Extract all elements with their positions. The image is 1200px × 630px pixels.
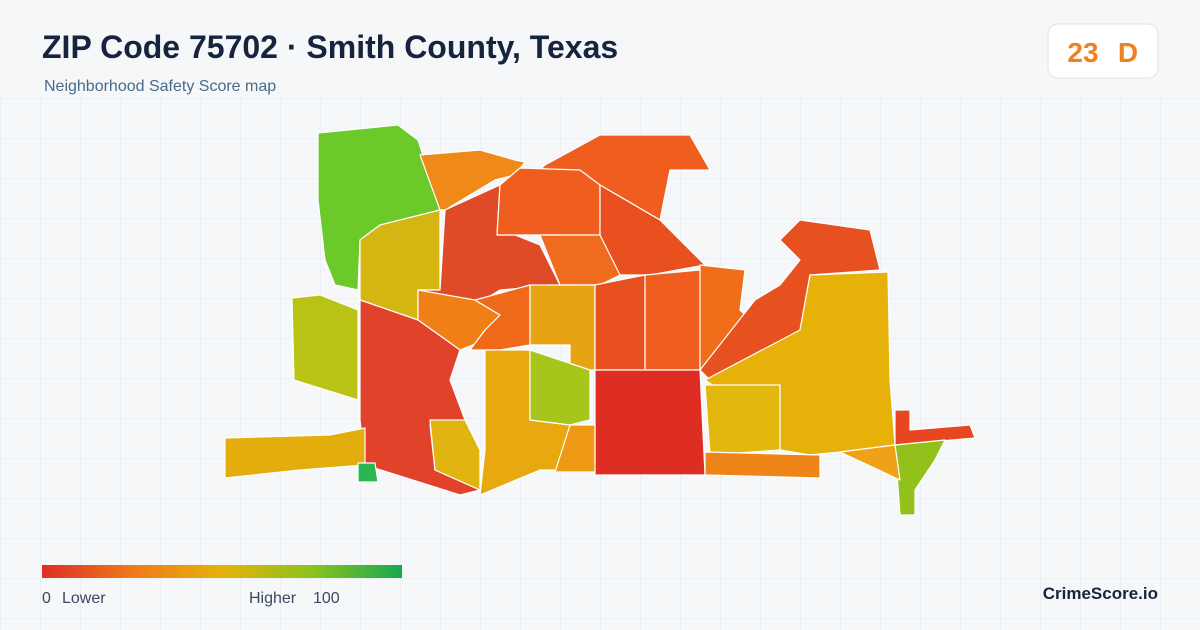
legend-max: 100 — [313, 590, 340, 607]
region — [529, 349, 591, 426]
region — [539, 234, 621, 286]
header-bg — [0, 0, 1200, 98]
legend-max-label: Higher — [249, 590, 297, 607]
region — [594, 274, 646, 371]
region — [496, 167, 601, 241]
regions — [224, 124, 976, 516]
region — [429, 419, 481, 491]
brand: CrimeScore.io — [1043, 584, 1158, 603]
score-value: 23 — [1067, 37, 1098, 68]
score-badge — [1047, 23, 1159, 79]
region — [704, 384, 781, 456]
region — [594, 369, 706, 476]
region — [357, 462, 379, 483]
region — [644, 269, 701, 371]
title: ZIP Code 75702 · Smith County, Texas — [42, 29, 618, 65]
legend-min: 0 — [42, 590, 51, 607]
legend-min-label: Lower — [62, 590, 106, 607]
subtitle: Neighborhood Safety Score map — [44, 78, 276, 95]
region — [554, 424, 596, 473]
region — [291, 294, 359, 401]
score-grade: D — [1118, 37, 1138, 68]
region — [704, 451, 821, 479]
region — [894, 439, 946, 516]
legend-bar — [42, 565, 402, 578]
region — [839, 444, 901, 481]
region — [704, 271, 896, 456]
